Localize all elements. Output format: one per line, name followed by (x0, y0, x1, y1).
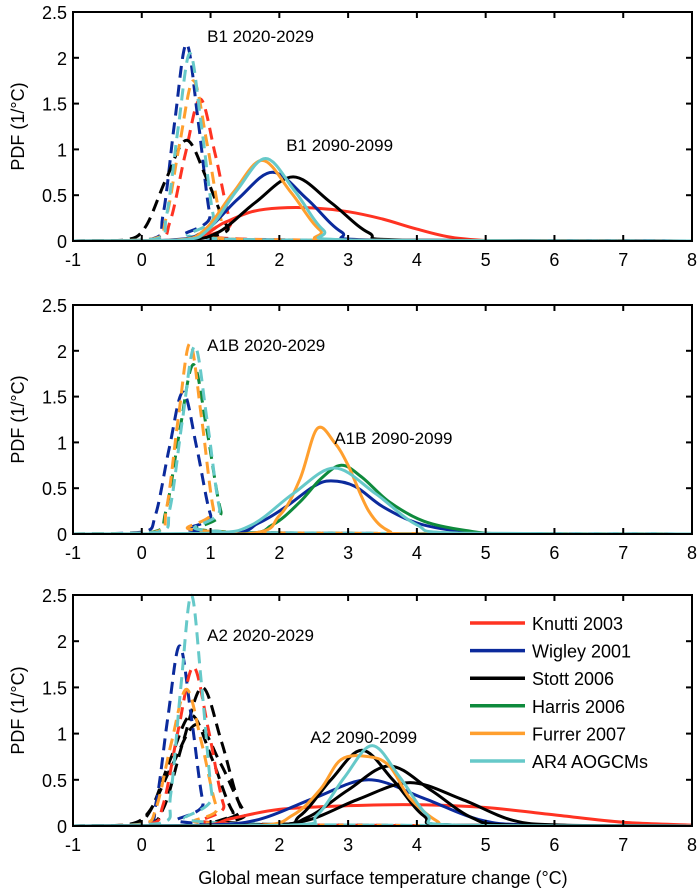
legend-item: Furrer 2007 (470, 724, 626, 744)
plot-frame (72, 304, 693, 535)
x-tick-label: 7 (618, 250, 628, 270)
y-tick-label: 0.5 (42, 186, 67, 206)
x-tick-label: 7 (618, 835, 628, 855)
x-tick-label: 6 (549, 835, 559, 855)
pdf-curve-furrer-2007-2020-2029 (73, 79, 692, 241)
x-tick-label: 0 (137, 543, 147, 563)
x-tick-label: 8 (687, 835, 697, 855)
x-tick-label: 1 (206, 835, 216, 855)
x-tick-label: 3 (343, 250, 353, 270)
legend-item: Harris 2006 (470, 697, 625, 717)
x-tick-label: 3 (343, 835, 353, 855)
pdf-curve-knutti-2003-2020-2029 (73, 97, 692, 241)
x-tick-label: 3 (343, 543, 353, 563)
legend-label: Harris 2006 (532, 697, 625, 717)
x-tick-label: 6 (549, 543, 559, 563)
pdf-curve-knutti-2003-2090-2099 (73, 803, 692, 826)
period-annotation: A2 2090-2099 (310, 728, 417, 747)
legend-label: Furrer 2007 (532, 724, 626, 744)
x-tick-label: -1 (65, 250, 81, 270)
y-tick-label: 0 (57, 232, 67, 252)
x-tick-label: -1 (65, 835, 81, 855)
period-annotation: A1B 2020-2029 (207, 336, 325, 355)
x-tick-label: 5 (481, 835, 491, 855)
legend-label: Knutti 2003 (532, 614, 623, 634)
legend-label: AR4 AOGCMs (532, 752, 648, 772)
x-tick-label: 8 (687, 250, 697, 270)
y-tick-label: 1 (57, 140, 67, 160)
x-tick-label: 1 (206, 250, 216, 270)
y-tick-label: 1.5 (42, 678, 67, 698)
legend-label: Stott 2006 (532, 669, 614, 689)
y-tick-label: 0.5 (42, 479, 67, 499)
y-tick-label: 2 (57, 342, 67, 362)
x-tick-label: 2 (274, 250, 284, 270)
x-tick-label: 4 (412, 543, 422, 563)
legend-item: Stott 2006 (470, 669, 614, 689)
y-tick-label: 0.5 (42, 771, 67, 791)
legend-item: Knutti 2003 (470, 614, 623, 634)
x-tick-label: 4 (412, 250, 422, 270)
y-axis-label: PDF (1/°C) (8, 82, 28, 170)
x-tick-label: 2 (274, 543, 284, 563)
x-tick-label: 0 (137, 835, 147, 855)
x-tick-label: 7 (618, 543, 628, 563)
x-tick-label: -1 (65, 543, 81, 563)
pdf-curve-harris-2006-2020-2029 (73, 363, 692, 534)
x-axis-label: Global mean surface temperature change (… (198, 868, 567, 888)
pdf-curve-furrer-2007-2020-2029 (73, 687, 692, 826)
legend-label: Wigley 2001 (532, 642, 631, 662)
y-tick-label: 1 (57, 725, 67, 745)
y-tick-label: 2 (57, 632, 67, 652)
x-tick-label: 6 (549, 250, 559, 270)
y-tick-label: 1.5 (42, 388, 67, 408)
y-tick-label: 1.5 (42, 95, 67, 115)
x-tick-label: 4 (412, 835, 422, 855)
x-tick-label: 0 (137, 250, 147, 270)
y-axis-label: PDF (1/°C) (8, 375, 28, 463)
pdf-curve-ar4-aogcms-2020-2029 (73, 344, 692, 534)
pdf-curve-stott-2006-2020-2029 (73, 713, 692, 826)
x-tick-label: 8 (687, 543, 697, 563)
x-tick-label: 5 (481, 250, 491, 270)
y-tick-label: 0 (57, 817, 67, 837)
y-tick-label: 2.5 (42, 586, 67, 606)
plot-frame (72, 11, 693, 242)
y-tick-label: 2.5 (42, 296, 67, 316)
pdf-curve-furrer-2007-2020-2029 (73, 341, 692, 534)
y-tick-label: 1 (57, 433, 67, 453)
legend: Knutti 2003 Wigley 2001 Stott 2006 Harris 2… (470, 614, 648, 772)
period-annotation: B1 2020-2029 (207, 27, 314, 46)
x-tick-label: 2 (274, 835, 284, 855)
period-annotation: A1B 2090-2099 (334, 429, 452, 448)
x-tick-label: 1 (206, 543, 216, 563)
period-annotation: A2 2020-2029 (207, 626, 314, 645)
y-tick-label: 0 (57, 525, 67, 545)
x-tick-label: 5 (481, 543, 491, 563)
y-axis-label: PDF (1/°C) (8, 666, 28, 754)
period-annotation: B1 2090-2099 (286, 136, 393, 155)
y-tick-label: 2 (57, 49, 67, 69)
legend-item: AR4 AOGCMs (470, 752, 648, 772)
legend-item: Wigley 2001 (470, 642, 631, 662)
plot-frame (72, 594, 693, 827)
y-tick-label: 2.5 (42, 3, 67, 23)
